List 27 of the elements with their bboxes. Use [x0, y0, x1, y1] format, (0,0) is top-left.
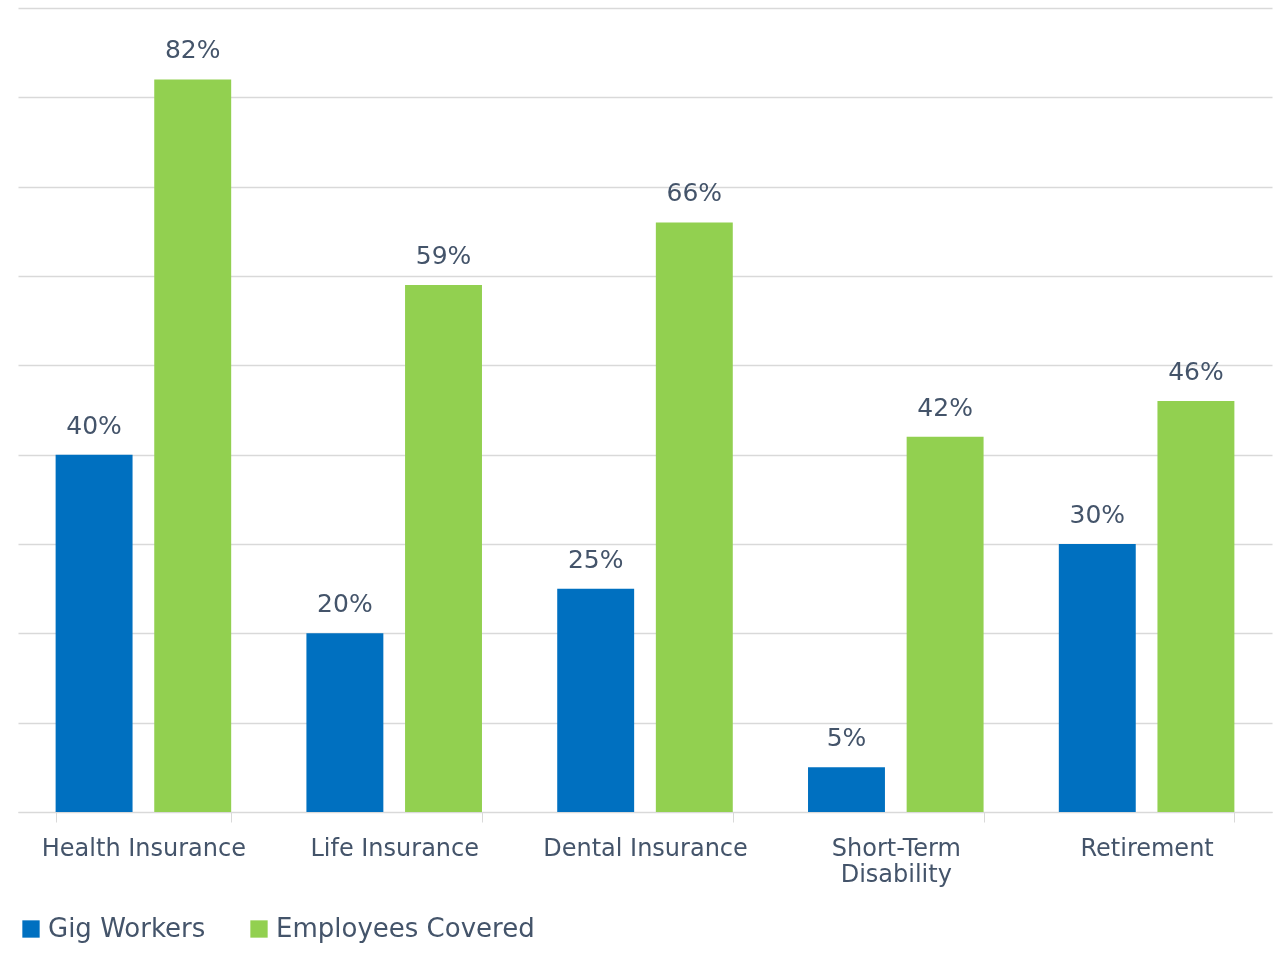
data-label: 40% — [66, 410, 122, 440]
data-label: 5% — [826, 723, 867, 753]
x-tick-label: Short-Term Disability — [831, 833, 961, 888]
x-tick-label: Health Insurance — [41, 833, 246, 862]
bar — [1058, 544, 1136, 812]
x-tick-label: Dental Insurance — [543, 833, 748, 862]
bar — [655, 222, 733, 812]
data-label: 30% — [1069, 500, 1126, 529]
bar — [405, 284, 482, 812]
x-tick-label: Retirement — [1080, 833, 1214, 862]
bar — [557, 588, 635, 812]
legend-label: Gig Workers — [48, 913, 206, 943]
bar — [55, 454, 133, 812]
x-tick-label: Life Insurance — [310, 833, 480, 862]
bar — [808, 767, 885, 812]
legend-label: Employees Covered — [276, 913, 535, 943]
bar — [1157, 401, 1235, 812]
data-label: 42% — [917, 392, 973, 422]
data-label: 20% — [317, 589, 373, 619]
bar — [306, 633, 384, 812]
data-label: 46% — [1168, 357, 1224, 387]
bar — [906, 436, 984, 812]
bar — [154, 79, 232, 812]
data-label: 82% — [164, 35, 221, 65]
data-label: 59% — [415, 240, 472, 270]
data-label: 25% — [567, 544, 624, 574]
data-label: 66% — [666, 178, 723, 208]
